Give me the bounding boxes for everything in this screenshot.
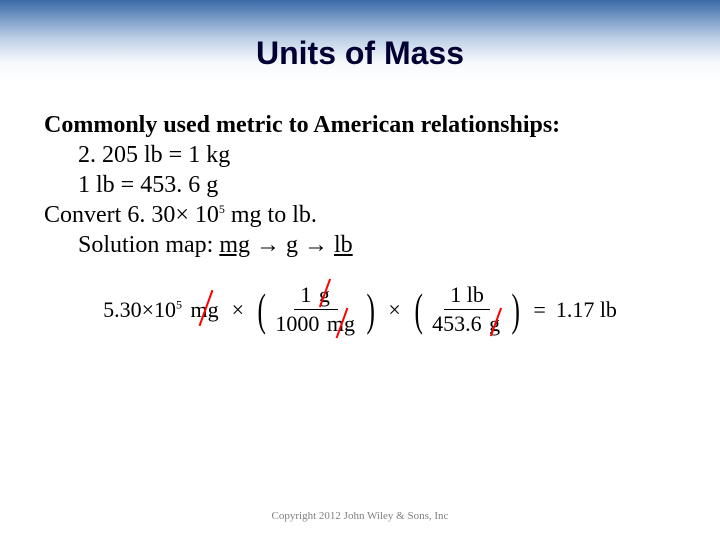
frac1-den-unit-wrap: mg — [325, 311, 357, 337]
frac-1: 1 g 1000 mg — [269, 282, 363, 337]
first-unit-wrap: mg — [187, 297, 221, 323]
solution-arrow-1: → — [250, 232, 286, 258]
first-term: 5.30×105 mg — [103, 297, 222, 323]
frac2-den: 453.6 g — [426, 310, 508, 337]
frac1-num-unit-wrap: g — [317, 282, 332, 308]
fraction-2: ( 1 lb 453.6 g ) — [411, 282, 524, 337]
relationship-2: 1 lb = 453. 6 g — [78, 170, 690, 200]
frac2-num: 1 lb — [444, 282, 490, 310]
convert-line: Convert 6. 30× 105 mg to lb. — [44, 200, 690, 230]
first-coeff: 5.30 — [103, 297, 142, 322]
result: 1.17 lb — [556, 297, 617, 323]
body-content: Commonly used metric to American relatio… — [44, 110, 690, 260]
frac1-den: 1000 mg — [269, 310, 363, 337]
frac2-den-unit-wrap: g — [487, 311, 502, 337]
frac2-den-val: 453.6 — [432, 311, 482, 336]
solution-lb: lb — [334, 232, 353, 258]
lparen-2: ( — [414, 287, 422, 333]
frac1-den-val: 1000 — [275, 311, 319, 336]
fraction-1: ( 1 g 1000 mg ) — [254, 282, 378, 337]
solution-map: Solution map: mg → g → lb — [78, 230, 690, 260]
equals: = — [533, 297, 545, 323]
slide-title: Units of Mass — [256, 35, 464, 72]
solution-g: g — [286, 232, 298, 258]
equation-row: 5.30×105 mg × ( 1 g 1000 mg — [0, 282, 720, 337]
rparen-2: ) — [512, 287, 520, 333]
solution-label: Solution map: — [78, 232, 219, 258]
times-1: × — [232, 297, 244, 323]
frac-2: 1 lb 453.6 g — [426, 282, 508, 337]
frac2-num-unit: lb — [467, 282, 484, 307]
solution-arrow-2: → — [298, 232, 334, 258]
rparen-1: ) — [366, 287, 374, 333]
times-2: × — [388, 297, 400, 323]
first-exp: 5 — [176, 297, 182, 311]
frac1-num: 1 g — [294, 282, 338, 310]
convert-prefix: Convert 6. 30× 10 — [44, 202, 219, 228]
first-base: 10 — [154, 297, 176, 322]
relationship-1: 2. 205 lb = 1 kg — [78, 140, 690, 170]
first-times: × — [142, 297, 154, 322]
intro-line: Commonly used metric to American relatio… — [44, 110, 690, 140]
copyright-footer: Copyright 2012 John Wiley & Sons, Inc — [0, 510, 720, 522]
frac1-num-val: 1 — [300, 282, 311, 307]
frac2-num-val: 1 — [450, 282, 461, 307]
convert-suffix: mg to lb. — [225, 202, 317, 228]
solution-mg: mg — [219, 232, 250, 258]
header-bar: Units of Mass — [0, 0, 720, 82]
lparen-1: ( — [257, 287, 265, 333]
